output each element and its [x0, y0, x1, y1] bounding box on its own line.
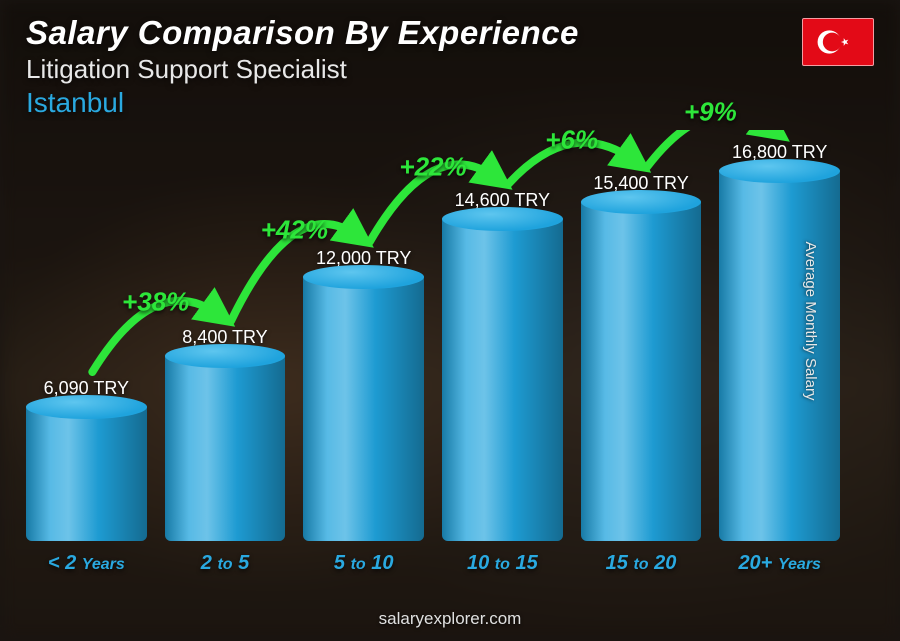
x-axis-labels: < 2 Years 2 to 5 5 to 10 10 to 15 15 to 20 20…: [26, 552, 840, 575]
header: Salary Comparison By Experience Litigati…: [26, 14, 874, 119]
x-axis-label: 20+ Years: [719, 552, 840, 575]
growth-percentage-label: +22%: [399, 152, 466, 183]
bar-shape: [581, 202, 702, 541]
chart-subtitle: Litigation Support Specialist: [26, 54, 874, 85]
bars-row: 6,090 TRY8,400 TRY12,000 TRY14,600 TRY15…: [26, 130, 840, 541]
bar: 16,800 TRY: [719, 142, 840, 541]
bar-shape: [442, 219, 563, 541]
growth-percentage-label: +9%: [684, 97, 737, 128]
bar: 15,400 TRY: [581, 173, 702, 541]
bar-chart: 6,090 TRY8,400 TRY12,000 TRY14,600 TRY15…: [26, 130, 840, 571]
x-axis-label: 2 to 5: [165, 552, 286, 575]
country-flag-turkey: [802, 18, 874, 66]
bar: 8,400 TRY: [165, 327, 286, 541]
bar: 14,600 TRY: [442, 190, 563, 541]
y-axis-label: Average Monthly Salary: [802, 241, 819, 400]
x-axis-label: < 2 Years: [26, 552, 147, 575]
bar-shape: [303, 277, 424, 541]
x-axis-label: 5 to 10: [303, 552, 424, 575]
x-axis-label: 15 to 20: [581, 552, 702, 575]
bar: 12,000 TRY: [303, 248, 424, 541]
bar-shape: [165, 356, 286, 541]
footer-attribution: salaryexplorer.com: [0, 609, 900, 629]
bar-shape: [26, 407, 147, 541]
bar: 6,090 TRY: [26, 378, 147, 541]
turkey-flag-icon: [803, 18, 873, 66]
chart-location: Istanbul: [26, 87, 874, 119]
growth-percentage-label: +42%: [261, 215, 328, 246]
growth-percentage-label: +38%: [122, 287, 189, 318]
growth-percentage-label: +6%: [545, 124, 598, 155]
chart-title: Salary Comparison By Experience: [26, 14, 874, 52]
x-axis-label: 10 to 15: [442, 552, 563, 575]
infographic-container: Salary Comparison By Experience Litigati…: [0, 0, 900, 641]
bar-shape: [719, 171, 840, 541]
